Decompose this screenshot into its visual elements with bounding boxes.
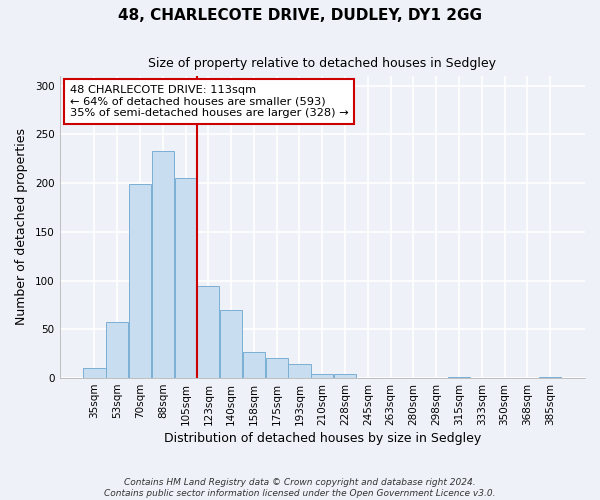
X-axis label: Distribution of detached houses by size in Sedgley: Distribution of detached houses by size … [164,432,481,445]
Bar [175,178,197,378]
Text: Contains HM Land Registry data © Crown copyright and database right 2024.
Contai: Contains HM Land Registry data © Crown c… [104,478,496,498]
Bar [266,358,288,378]
Y-axis label: Number of detached properties: Number of detached properties [15,128,28,326]
Bar [289,364,311,378]
Bar [83,368,106,378]
Bar [106,322,128,378]
Bar [539,377,561,378]
Bar [129,184,151,378]
Bar [152,151,174,378]
Bar [243,352,265,378]
Title: Size of property relative to detached houses in Sedgley: Size of property relative to detached ho… [148,58,496,70]
Bar [197,286,220,378]
Bar [334,374,356,378]
Bar [448,377,470,378]
Bar [311,374,334,378]
Text: 48, CHARLECOTE DRIVE, DUDLEY, DY1 2GG: 48, CHARLECOTE DRIVE, DUDLEY, DY1 2GG [118,8,482,22]
Bar [220,310,242,378]
Text: 48 CHARLECOTE DRIVE: 113sqm
← 64% of detached houses are smaller (593)
35% of se: 48 CHARLECOTE DRIVE: 113sqm ← 64% of det… [70,85,349,118]
